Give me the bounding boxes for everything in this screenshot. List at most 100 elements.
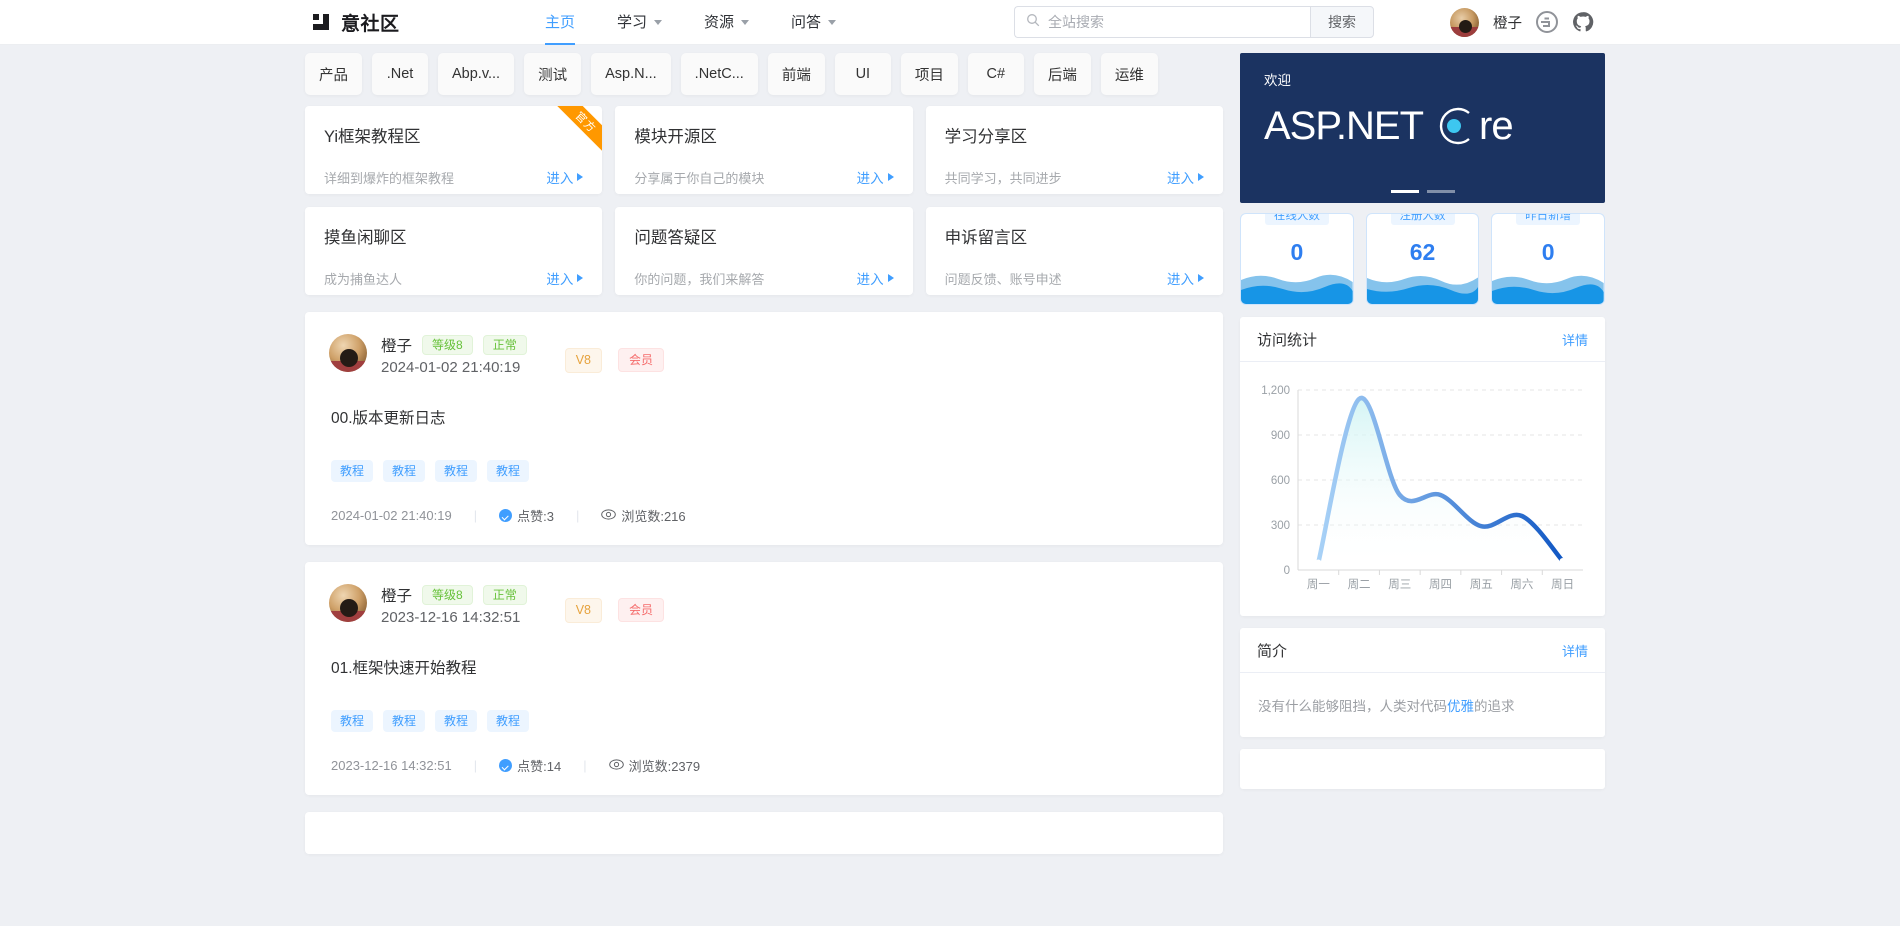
category-enter-label: 进入 [856, 171, 884, 186]
banner-welcome: 欢迎 [1264, 73, 1291, 88]
nav-item-resources[interactable]: 资源 [704, 0, 750, 45]
svg-text:周三: 周三 [1388, 578, 1411, 591]
category-enter-link[interactable]: 进入 [546, 268, 584, 288]
post-tag[interactable]: 教程 [487, 710, 530, 732]
github-icon[interactable] [1572, 11, 1594, 33]
avatar[interactable] [329, 334, 367, 372]
svg-text:0: 0 [1284, 565, 1290, 577]
panel-more-link[interactable]: 详情 [1561, 643, 1588, 659]
tag-chip[interactable]: 前端 [767, 53, 825, 95]
post-side-badges: V8 会员 [564, 598, 665, 623]
tag-chip[interactable]: 项目 [900, 53, 958, 95]
divider: | [473, 758, 478, 773]
post-tag[interactable]: 教程 [435, 710, 478, 732]
tag-chip[interactable]: .NetC... [680, 53, 758, 95]
tag-chip[interactable]: .Net [372, 53, 428, 95]
post-views-label: 浏览数:216 [621, 509, 686, 524]
tag-chip[interactable]: Asp.N... [591, 53, 671, 95]
search-button[interactable]: 搜索 [1310, 6, 1374, 38]
search-group: 搜索 [1014, 6, 1374, 38]
post-tag[interactable]: 教程 [331, 460, 374, 482]
panel-more-link[interactable]: 详情 [1561, 332, 1588, 348]
tag-chip[interactable]: 测试 [524, 53, 582, 95]
level-badge: 等级8 [422, 585, 473, 605]
nav-label-qa: 问答 [791, 13, 822, 31]
category-enter-link[interactable]: 进入 [1167, 167, 1204, 187]
post-author: 橙子 [381, 588, 413, 605]
search-icon [1026, 13, 1040, 32]
tag-chip[interactable]: UI [834, 53, 891, 95]
post-card[interactable]: 橙子 等级8 正常 2024-01-02 21:40:19 V8 会员 00.版… [305, 312, 1223, 545]
chevron-right-icon [1198, 274, 1204, 282]
category-card-qa[interactable]: 问题答疑区 你的问题，我们来解答 进入 [615, 207, 913, 295]
visit-line-chart[interactable]: 0 300 600 900 1,200 周一 周二 周三 周四 周五 周六 周日 [1250, 376, 1595, 606]
avatar[interactable] [329, 584, 367, 622]
svg-text:周六: 周六 [1510, 578, 1533, 591]
post-tag[interactable]: 教程 [383, 710, 426, 732]
post-likes: 点赞:3 [499, 506, 554, 525]
category-card-chat[interactable]: 摸鱼闲聊区 成为捕鱼达人 进入 [305, 207, 603, 295]
post-tags: 教程 教程 教程 教程 [331, 710, 1199, 732]
search-box[interactable] [1014, 6, 1310, 38]
banner-dot-2[interactable] [1426, 190, 1455, 193]
user-area: 橙子 [1450, 7, 1594, 37]
stat-card-registered: 注册人数 62 [1365, 213, 1480, 305]
banner-dot-1[interactable] [1390, 190, 1419, 193]
wave-decoration [1366, 275, 1479, 304]
like-icon [499, 759, 513, 772]
category-desc: 成为捕鱼达人 [324, 271, 403, 287]
avatar[interactable] [1450, 7, 1479, 37]
post-author: 橙子 [381, 338, 413, 355]
post-views: 浏览数:2379 [608, 756, 700, 775]
gitee-icon[interactable] [1536, 11, 1558, 33]
category-card-module-opensource[interactable]: 模块开源区 分享属于你自己的模块 进入 [615, 106, 913, 194]
intro-text-highlight[interactable]: 优雅 [1447, 699, 1474, 714]
promo-banner[interactable]: 欢迎 ASP.NET re [1240, 53, 1605, 203]
panel-header: 访问统计 详情 [1240, 317, 1605, 362]
post-card[interactable]: 橙子 等级8 正常 2023-12-16 14:32:51 V8 会员 01.框… [305, 562, 1223, 795]
post-title[interactable]: 00.版本更新日志 [331, 410, 446, 427]
tag-chip[interactable]: 运维 [1100, 53, 1158, 95]
svg-text:周二: 周二 [1348, 578, 1371, 591]
post-tag[interactable]: 教程 [435, 460, 478, 482]
svg-text:周五: 周五 [1470, 578, 1493, 591]
category-card-appeal[interactable]: 申诉留言区 问题反馈、账号申述 进入 [925, 207, 1223, 295]
post-card-partial[interactable] [305, 812, 1223, 854]
post-side-badges: V8 会员 [564, 348, 665, 373]
post-meta: 橙子 等级8 正常 2023-12-16 14:32:51 [381, 584, 527, 626]
eye-icon [608, 758, 624, 773]
nav-item-study[interactable]: 学习 [617, 0, 663, 45]
tag-chip[interactable]: 产品 [305, 53, 362, 95]
stat-card-new-yesterday: 昨日新增 0 [1491, 213, 1606, 305]
post-tag[interactable]: 教程 [383, 460, 426, 482]
category-card-study-share[interactable]: 学习分享区 共同学习，共同进步 进入 [925, 106, 1223, 194]
category-enter-link[interactable]: 进入 [857, 167, 894, 187]
search-input[interactable] [1048, 14, 1299, 30]
svg-text:300: 300 [1271, 520, 1290, 532]
category-enter-link[interactable]: 进入 [546, 167, 584, 187]
post-tag[interactable]: 教程 [331, 710, 374, 732]
post-header: 橙子 等级8 正常 2023-12-16 14:32:51 V8 会员 [329, 584, 1199, 626]
stat-label: 注册人数 [1390, 214, 1455, 225]
post-title[interactable]: 01.框架快速开始教程 [331, 660, 477, 677]
category-card-yi-tutorial[interactable]: 官方 Yi框架教程区 详细到爆炸的框架教程 进入 [305, 106, 603, 194]
banner-dots[interactable] [1390, 190, 1455, 193]
category-enter-link[interactable]: 进入 [857, 268, 894, 288]
stat-value: 62 [1409, 238, 1436, 265]
tag-chip[interactable]: C# [967, 53, 1024, 95]
svg-text:900: 900 [1271, 430, 1290, 442]
page-content: 产品 .Net Abp.v... 测试 Asp.N... .NetC... 前端… [0, 45, 1900, 926]
nav-item-home[interactable]: 主页 [545, 0, 575, 45]
category-enter-label: 进入 [1167, 171, 1194, 186]
tag-chip[interactable]: Abp.v... [438, 53, 515, 95]
post-likes-label: 点赞:3 [517, 509, 554, 524]
eye-icon [601, 508, 617, 523]
tag-chip[interactable]: 后端 [1033, 53, 1091, 95]
category-title: 摸鱼闲聊区 [324, 229, 407, 247]
level-badge: 等级8 [422, 335, 473, 355]
category-enter-link[interactable]: 进入 [1167, 268, 1204, 288]
post-tag[interactable]: 教程 [487, 460, 530, 482]
nav-item-qa[interactable]: 问答 [791, 0, 837, 45]
brand[interactable]: 意社区 [312, 9, 400, 36]
